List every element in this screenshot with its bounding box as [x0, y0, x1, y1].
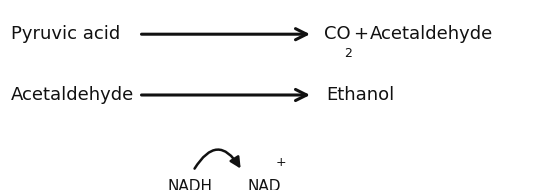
Text: +: +	[276, 156, 287, 169]
Text: Acetaldehyde: Acetaldehyde	[370, 25, 493, 43]
FancyArrowPatch shape	[195, 150, 239, 169]
Text: NADH: NADH	[168, 179, 213, 190]
Text: NAD: NAD	[248, 179, 281, 190]
Text: CO: CO	[324, 25, 350, 43]
Text: +: +	[354, 25, 369, 43]
Text: Acetaldehyde: Acetaldehyde	[11, 86, 134, 104]
Text: 2: 2	[344, 47, 352, 60]
Text: Pyruvic acid: Pyruvic acid	[11, 25, 120, 43]
Text: Ethanol: Ethanol	[326, 86, 394, 104]
